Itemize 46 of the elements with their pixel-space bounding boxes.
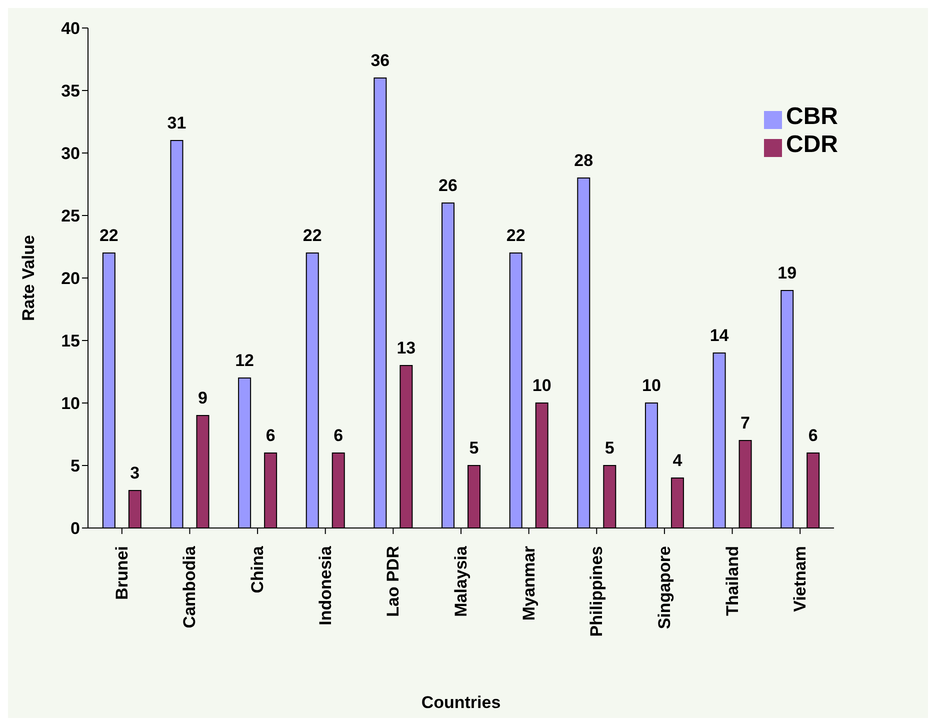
data-label: 36 bbox=[370, 51, 390, 70]
data-label: 7 bbox=[740, 414, 750, 432]
y-tick-label: 40 bbox=[61, 19, 80, 38]
y-tick-label: 20 bbox=[61, 269, 80, 288]
y-tick-label: 30 bbox=[61, 144, 80, 164]
x-tick-label: Philippines bbox=[587, 546, 606, 637]
x-axis-title: Countries bbox=[421, 693, 501, 712]
data-label: 6 bbox=[808, 426, 818, 445]
data-label: 5 bbox=[604, 438, 614, 458]
y-tick-label: 15 bbox=[61, 332, 80, 351]
data-label: 10 bbox=[532, 376, 552, 395]
x-tick-label: Indonesia bbox=[316, 545, 335, 626]
data-label: 19 bbox=[778, 264, 797, 282]
data-label: 6 bbox=[334, 426, 344, 445]
x-tick-label: Brunei bbox=[112, 546, 132, 600]
y-axis-title: Rate Value bbox=[19, 235, 38, 321]
x-tick-label: Thailand bbox=[722, 546, 742, 616]
data-label: 28 bbox=[574, 151, 594, 170]
x-tick-label: Malaysia bbox=[452, 545, 470, 617]
data-label: 10 bbox=[642, 376, 661, 395]
legend-label: CBR bbox=[786, 103, 838, 130]
data-label: 22 bbox=[99, 226, 118, 245]
data-label: 3 bbox=[130, 464, 140, 482]
data-label: 12 bbox=[235, 351, 254, 370]
data-label: 22 bbox=[506, 226, 526, 245]
x-tick-label: China bbox=[248, 545, 268, 594]
x-tick-label: Myanmar bbox=[519, 546, 538, 621]
y-tick-label: 5 bbox=[70, 456, 80, 476]
data-label: 31 bbox=[167, 114, 186, 132]
x-tick-label: Singapore bbox=[654, 546, 674, 630]
data-label: 14 bbox=[710, 326, 730, 345]
y-tick-label: 10 bbox=[61, 394, 80, 414]
data-label: 4 bbox=[672, 451, 683, 470]
x-tick-label: Lao PDR bbox=[384, 546, 403, 617]
y-tick-label: 25 bbox=[61, 206, 80, 226]
legend-label: CDR bbox=[786, 131, 838, 158]
y-tick-label: 35 bbox=[61, 82, 80, 101]
data-label: 6 bbox=[266, 426, 276, 445]
x-tick-label: Vietnam bbox=[790, 546, 810, 612]
data-label: 5 bbox=[469, 438, 479, 458]
data-label: 22 bbox=[302, 226, 322, 245]
data-label: 26 bbox=[438, 176, 458, 195]
data-label: 9 bbox=[198, 388, 208, 408]
data-label: 13 bbox=[396, 338, 416, 358]
y-tick-label: 0 bbox=[70, 519, 80, 538]
x-tick-label: Cambodia bbox=[180, 545, 200, 628]
